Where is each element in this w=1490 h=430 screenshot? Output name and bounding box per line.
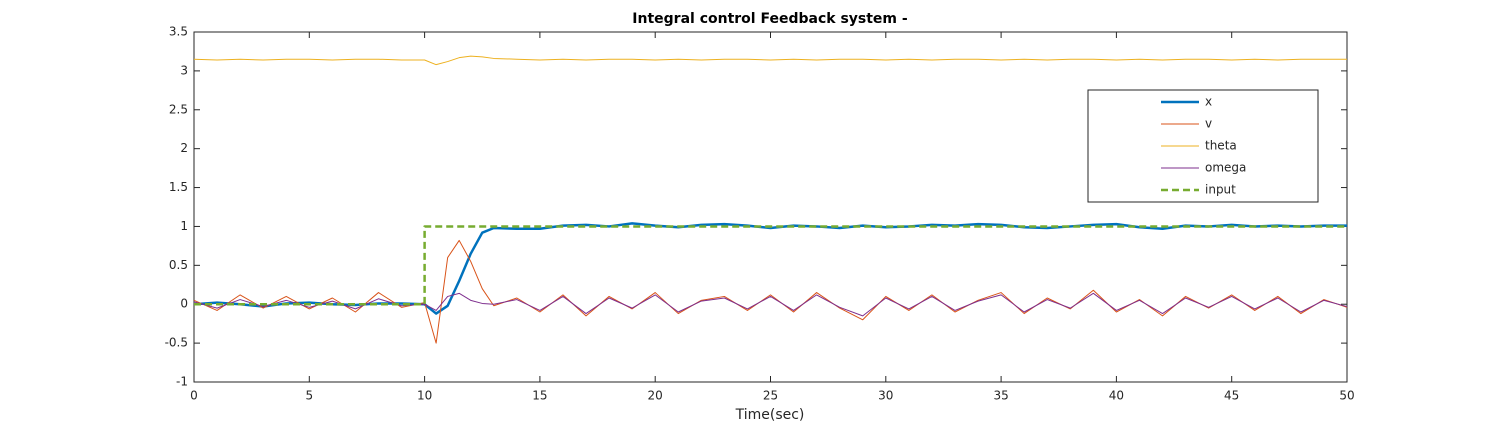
plot-area [193, 31, 1348, 383]
y-tick-label: 1 [180, 219, 188, 233]
x-tick-label: 5 [305, 389, 313, 403]
legend-label: theta [1205, 139, 1237, 153]
x-tick-label: 10 [417, 389, 432, 403]
y-tick-label: 0 [180, 297, 188, 311]
y-tick-label: 2.5 [169, 102, 188, 116]
y-tick-label: 3.5 [169, 25, 188, 39]
legend-label: v [1205, 117, 1212, 131]
x-tick-label: 50 [1339, 389, 1354, 403]
y-tick-label: -1 [176, 375, 188, 389]
chart-title: Integral control Feedback system - [632, 11, 908, 27]
legend-label: input [1205, 183, 1236, 197]
y-tick-label: -0.5 [165, 336, 188, 350]
x-axis-label: Time(sec) [735, 407, 805, 423]
legend-label: omega [1205, 161, 1246, 175]
y-tick-label: 2 [180, 141, 188, 155]
x-tick-label: 35 [993, 389, 1008, 403]
series-line [193, 55, 1347, 66]
legend-box [1087, 89, 1319, 203]
y-tick-label: 1.5 [169, 180, 188, 194]
x-tick-label: 15 [532, 389, 547, 403]
series-line [194, 225, 1347, 306]
x-tick-label: 40 [1109, 389, 1124, 403]
legend-label: x [1205, 95, 1212, 109]
x-tick-label: 30 [878, 389, 893, 403]
x-tick-label: 45 [1224, 389, 1239, 403]
x-tick-label: 25 [763, 389, 778, 403]
x-tick-label: 20 [648, 389, 663, 403]
y-tick-label: 0.5 [169, 258, 188, 272]
x-tick-label: 0 [190, 389, 198, 403]
y-tick-label: 3 [180, 63, 188, 77]
